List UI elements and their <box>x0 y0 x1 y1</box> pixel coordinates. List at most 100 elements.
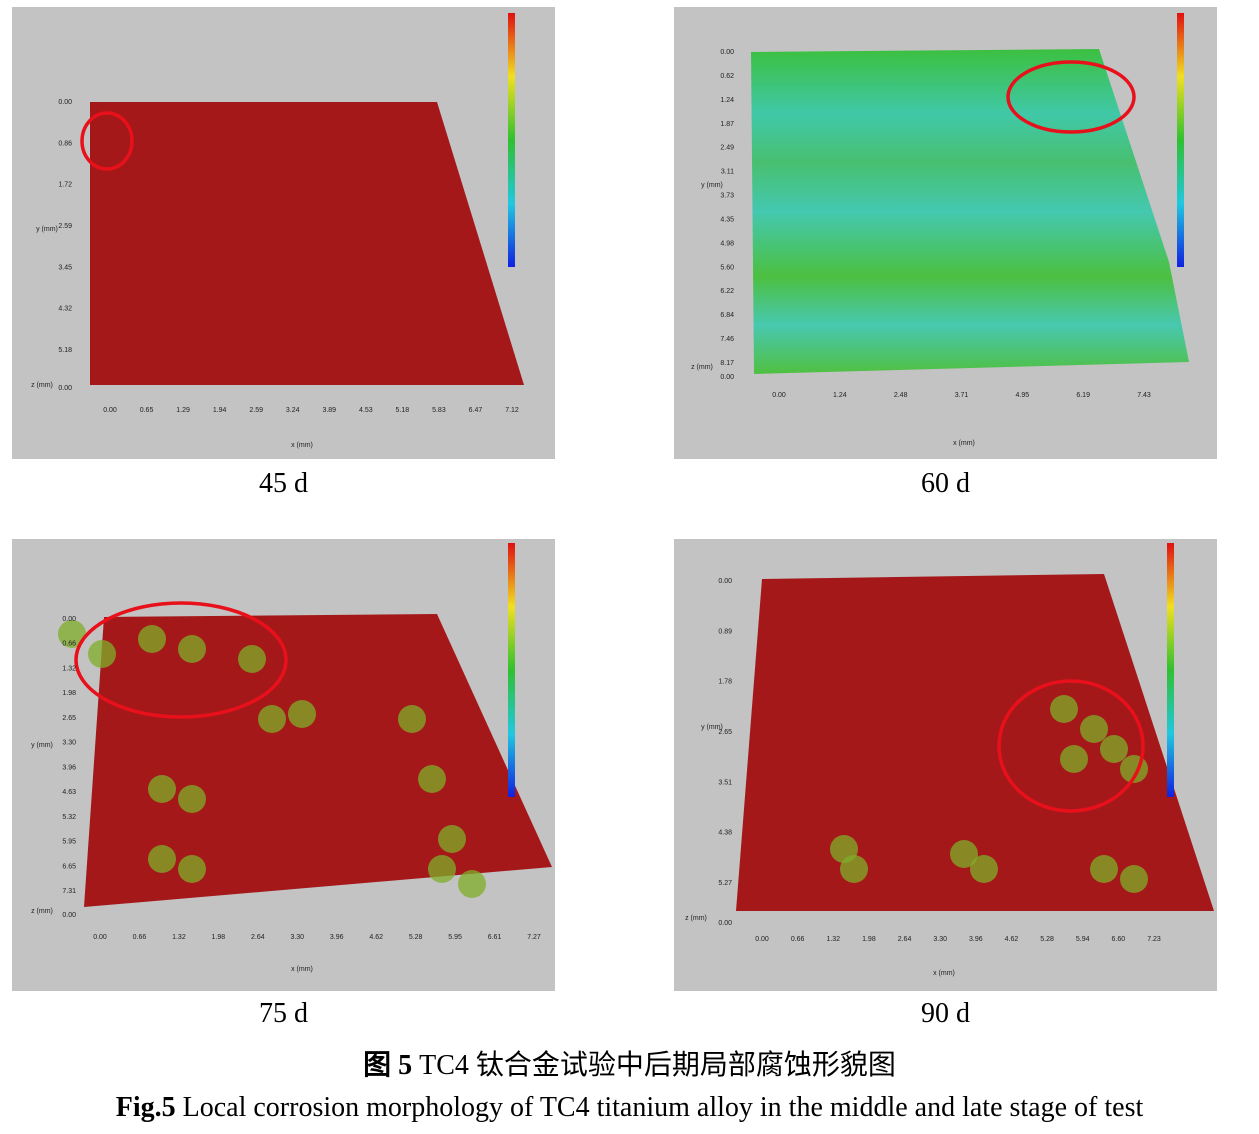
y-tick-label: 0.86 <box>58 140 72 147</box>
x-tick-label: 5.83 <box>432 407 446 414</box>
y-tick-label: 3.51 <box>718 779 732 786</box>
x-tick-label: 0.00 <box>772 392 786 399</box>
caption-number: 5 <box>398 1050 413 1081</box>
x-tick-label: 5.28 <box>409 934 423 941</box>
highlight-circle <box>74 601 288 719</box>
y-tick-label: 2.59 <box>58 223 72 230</box>
caption-prefix: Fig.5 <box>115 1092 176 1123</box>
corrosion-spot <box>458 870 486 898</box>
z-tick-label: 0.00 <box>58 385 72 392</box>
y-tick-label: 4.35 <box>720 216 734 223</box>
y-axis-label: y (mm) <box>36 226 58 233</box>
x-tick-label: 1.32 <box>172 934 186 941</box>
caption-text: Local corrosion morphology of TC4 titani… <box>182 1092 1144 1123</box>
z-axis-label: z (mm) <box>691 364 713 371</box>
colorbar <box>508 13 515 267</box>
x-tick-label: 7.43 <box>1137 392 1151 399</box>
caption-cn: 图 5 TC4 钛合金试验中后期局部腐蚀形貌图 <box>0 1043 1259 1083</box>
y-tick-label: 0.89 <box>718 628 732 635</box>
x-tick-label: 1.29 <box>176 407 190 414</box>
x-tick-label: 1.94 <box>213 407 227 414</box>
y-tick-label: 6.22 <box>720 288 734 295</box>
corrosion-spot <box>1120 865 1148 893</box>
panel-label: 45 d <box>259 468 308 499</box>
y-tick-label: 1.98 <box>62 690 76 697</box>
x-tick-label: 3.24 <box>286 407 300 414</box>
x-tick-label: 6.60 <box>1112 936 1126 943</box>
x-tick-label: 7.12 <box>505 407 519 414</box>
x-tick-label: 3.96 <box>330 934 344 941</box>
x-tick-label: 2.48 <box>894 392 908 399</box>
y-tick-label: 5.32 <box>62 814 76 821</box>
caption-text: TC4 钛合金试验中后期局部腐蚀形貌图 <box>419 1050 896 1081</box>
corrosion-spot <box>148 845 176 873</box>
panel: 0.00 0.89 1.78 2.65 3.51 4.38 5.27 0.00 0.00 0.66… <box>674 539 1217 991</box>
y-tick-label: 0.66 <box>62 641 76 648</box>
z-tick-label: 0.00 <box>720 374 734 381</box>
y-tick-label: 4.32 <box>58 306 72 313</box>
y-tick-label: 1.24 <box>720 97 734 104</box>
y-tick-label: 8.17 <box>720 360 734 367</box>
x-tick-label: 1.98 <box>212 934 226 941</box>
highlight-circle <box>80 111 134 171</box>
x-tick-label: 5.94 <box>1076 936 1090 943</box>
x-tick-label: 1.32 <box>826 936 840 943</box>
y-tick-label: 4.98 <box>720 240 734 247</box>
y-tick-label: 7.46 <box>720 336 734 343</box>
corrosion-spot <box>1080 715 1108 743</box>
colorbar <box>1167 543 1174 797</box>
surface <box>84 614 552 907</box>
x-tick-label: 2.59 <box>249 407 263 414</box>
surface <box>736 574 1214 911</box>
corrosion-spot <box>438 825 466 853</box>
z-axis-label: z (mm) <box>31 908 53 915</box>
colorbar <box>1177 13 1184 267</box>
x-tick-label: 4.62 <box>1005 936 1019 943</box>
figure: 0.00 0.86 1.72 2.59 3.45 4.32 5.18 0.00 0.00 0.65… <box>12 7 1217 991</box>
y-tick-label: 1.32 <box>62 665 76 672</box>
x-axis-label: x (mm) <box>291 966 313 973</box>
y-tick-label: 3.30 <box>62 740 76 747</box>
panel: 0.00 0.86 1.72 2.59 3.45 4.32 5.18 0.00 0.00 0.65… <box>12 7 555 459</box>
x-axis-label: x (mm) <box>933 970 955 977</box>
x-tick-label: 4.95 <box>1016 392 1030 399</box>
x-tick-label: 5.28 <box>1040 936 1054 943</box>
x-tick-label: 6.61 <box>488 934 502 941</box>
y-tick-label: 0.00 <box>62 616 76 623</box>
corrosion-spot <box>840 855 868 883</box>
x-tick-label: 3.71 <box>955 392 969 399</box>
x-tick-label: 2.64 <box>251 934 265 941</box>
x-tick-label: 5.95 <box>448 934 462 941</box>
y-tick-label: 5.27 <box>718 880 732 887</box>
corrosion-spot <box>58 620 86 648</box>
highlight-circle <box>997 679 1145 813</box>
corrosion-spot <box>238 645 266 673</box>
x-tick-label: 3.30 <box>290 934 304 941</box>
corrosion-spot <box>1060 745 1088 773</box>
x-tick-label: 2.64 <box>898 936 912 943</box>
corrosion-spot <box>288 700 316 728</box>
x-tick-label: 4.62 <box>369 934 383 941</box>
x-tick-label: 7.27 <box>527 934 541 941</box>
y-tick-label: 2.49 <box>720 145 734 152</box>
y-tick-label: 3.11 <box>721 169 734 176</box>
x-tick-label: 6.47 <box>469 407 483 414</box>
y-tick-label: 5.60 <box>720 264 734 271</box>
z-axis-label: z (mm) <box>685 915 707 922</box>
x-axis-label: x (mm) <box>953 440 975 447</box>
x-tick-label: 1.98 <box>862 936 876 943</box>
corrosion-spot <box>1100 735 1128 763</box>
y-tick-label: 1.78 <box>718 679 732 686</box>
y-tick-label: 0.00 <box>718 578 732 585</box>
panel-label: 75 d <box>259 998 308 1029</box>
y-tick-label: 7.31 <box>62 888 76 895</box>
corrosion-spot <box>88 640 116 668</box>
x-tick-label: 7.23 <box>1147 936 1161 943</box>
y-tick-label: 6.84 <box>720 312 734 319</box>
y-axis-label: y (mm) <box>31 742 53 749</box>
corrosion-spot <box>138 625 166 653</box>
y-tick-label: 0.00 <box>720 49 734 56</box>
corrosion-spot <box>428 855 456 883</box>
y-tick-label: 6.65 <box>62 863 76 870</box>
corrosion-spot <box>178 785 206 813</box>
